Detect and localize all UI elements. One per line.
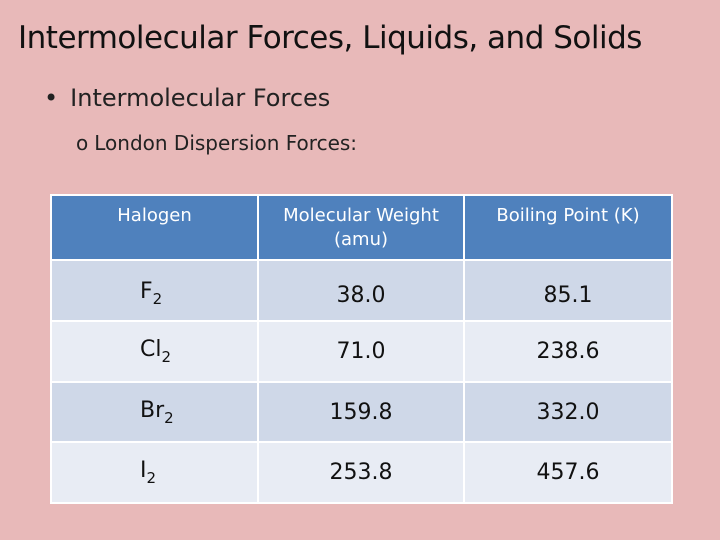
table-row: I2 253.8 457.6 [52, 441, 671, 502]
element-subscript: 2 [161, 348, 172, 366]
molecular-weight-cell: 159.8 [258, 381, 465, 442]
halogen-table: Halogen Molecular Weight (amu) Boiling P… [52, 196, 671, 502]
element-subscript: 2 [146, 469, 157, 487]
header-molecular-weight: Molecular Weight (amu) [258, 196, 465, 260]
boiling-point-cell: 238.6 [464, 320, 671, 382]
element-symbol: F [140, 279, 153, 304]
boiling-point-cell: 457.6 [464, 441, 671, 502]
element-subscript: 2 [152, 290, 163, 308]
bullet-dot-icon: • [44, 84, 59, 112]
table-row: F2 38.0 85.1 [52, 259, 671, 321]
table-row: Br2 159.8 332.0 [52, 381, 671, 442]
header-boiling-point: Boiling Point (K) [464, 196, 671, 260]
halogen-cell: Br2 [52, 381, 259, 442]
table-row: Cl2 71.0 238.6 [52, 320, 671, 382]
element-subscript: 2 [164, 408, 174, 427]
boiling-point-cell: 85.1 [464, 259, 671, 321]
element-symbol: I [140, 458, 147, 483]
halogen-cell: I2 [52, 441, 259, 502]
table-header-row: Halogen Molecular Weight (amu) Boiling P… [52, 196, 671, 260]
sub-bullet-london-dispersion: o London Dispersion Forces: [76, 131, 357, 155]
halogen-cell: F2 [52, 259, 259, 321]
slide-title: Intermolecular Forces, Liquids, and Soli… [18, 20, 642, 56]
bullet-text: Intermolecular Forces [70, 84, 331, 112]
boiling-point-cell: 332.0 [464, 381, 671, 442]
molecular-weight-cell: 71.0 [258, 320, 465, 382]
molecular-weight-cell: 253.8 [258, 441, 465, 502]
element-symbol: Cl [140, 337, 162, 362]
sub-bullet-circle-icon: o [76, 131, 89, 155]
halogen-table-frame: Halogen Molecular Weight (amu) Boiling P… [50, 194, 673, 504]
bullet-intermolecular-forces: • Intermolecular Forces [44, 84, 330, 112]
sub-bullet-text: London Dispersion Forces: [94, 131, 358, 155]
molecular-weight-cell: 38.0 [258, 259, 465, 321]
halogen-cell: Cl2 [52, 320, 259, 382]
element-symbol: Br [140, 397, 165, 423]
header-halogen: Halogen [52, 196, 259, 260]
